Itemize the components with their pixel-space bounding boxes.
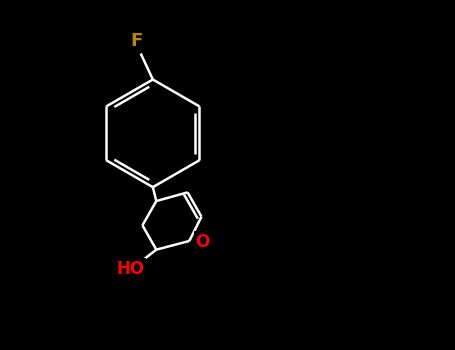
Text: HO: HO [116,260,144,278]
Text: F: F [131,32,143,50]
Text: O: O [196,233,210,251]
